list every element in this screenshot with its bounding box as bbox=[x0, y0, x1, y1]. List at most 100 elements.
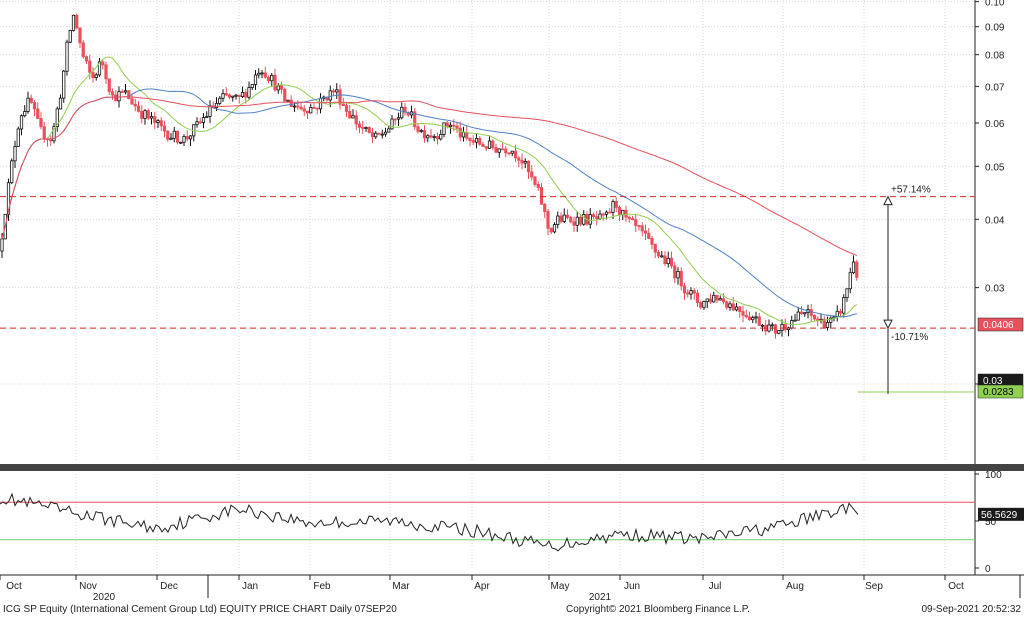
candle-down bbox=[484, 146, 488, 149]
candle-down bbox=[344, 105, 349, 112]
candle-down bbox=[695, 292, 700, 304]
candle-down bbox=[481, 143, 485, 147]
candle-down bbox=[315, 107, 319, 110]
candle-up bbox=[374, 132, 378, 138]
candle-down bbox=[299, 106, 303, 110]
candle-up bbox=[23, 111, 27, 117]
month-label: May bbox=[551, 581, 570, 592]
candle-up bbox=[390, 118, 394, 130]
candle-down bbox=[266, 76, 271, 82]
candle-down bbox=[422, 130, 427, 139]
candle-down bbox=[435, 136, 440, 140]
candle-down bbox=[146, 110, 150, 119]
candle-up bbox=[660, 255, 664, 258]
candle-up bbox=[172, 130, 176, 139]
candle-down bbox=[104, 64, 108, 80]
month-label: Feb bbox=[313, 581, 331, 592]
rsi-tick-label: 100 bbox=[985, 470, 1002, 481]
candle-up bbox=[803, 312, 807, 315]
candle-up bbox=[666, 257, 670, 265]
candle-down bbox=[455, 125, 459, 129]
candle-down bbox=[361, 126, 365, 129]
candle-up bbox=[270, 74, 274, 82]
candle-down bbox=[198, 121, 202, 124]
candle-down bbox=[370, 132, 375, 138]
candle-up bbox=[767, 324, 771, 332]
candle-down bbox=[855, 261, 859, 278]
month-label: Dec bbox=[160, 581, 178, 592]
candle-down bbox=[731, 303, 735, 311]
candle-up bbox=[426, 135, 430, 139]
candle-up bbox=[829, 317, 833, 323]
candle-down bbox=[643, 230, 648, 234]
candle-down bbox=[120, 91, 124, 93]
candle-down bbox=[75, 14, 79, 29]
candle-down bbox=[312, 107, 316, 109]
candle-down bbox=[140, 111, 144, 119]
candle-up bbox=[751, 317, 755, 321]
candle-up bbox=[257, 72, 261, 76]
candle-down bbox=[305, 110, 310, 114]
candle-up bbox=[848, 272, 852, 290]
candle-up bbox=[760, 324, 765, 327]
month-label: Oct bbox=[948, 581, 964, 592]
candle-up bbox=[383, 131, 388, 135]
candle-up bbox=[250, 84, 254, 88]
candle-down bbox=[341, 103, 345, 106]
month-label: Jan bbox=[242, 581, 258, 592]
candle-down bbox=[741, 311, 745, 316]
candle-down bbox=[578, 216, 583, 225]
panel-separator bbox=[0, 464, 1024, 471]
rsi-tick-label: 50 bbox=[985, 517, 997, 528]
price-tick-label: 0.07 bbox=[985, 82, 1005, 93]
candle-down bbox=[88, 60, 92, 73]
candle-up bbox=[318, 97, 323, 110]
candle-up bbox=[309, 107, 313, 114]
candle-down bbox=[572, 221, 576, 226]
candle-down bbox=[692, 290, 696, 294]
candle-down bbox=[744, 314, 748, 318]
candle-up bbox=[510, 150, 514, 154]
upside-annotation-label: +57.14% bbox=[891, 185, 931, 196]
price-tag-label: 0.0283 bbox=[983, 387, 1014, 398]
candle-down bbox=[526, 160, 531, 173]
candle-down bbox=[289, 99, 293, 107]
candle-down bbox=[175, 130, 180, 143]
candle-up bbox=[364, 127, 368, 129]
chart-background bbox=[0, 0, 1024, 600]
candle-down bbox=[133, 103, 137, 107]
footer-title: ICG SP Equity (International Cement Grou… bbox=[3, 604, 397, 615]
month-label: Apr bbox=[474, 581, 490, 592]
candle-up bbox=[604, 211, 609, 215]
candle-down bbox=[653, 243, 657, 253]
candle-up bbox=[754, 316, 758, 319]
rsi-line bbox=[0, 492, 859, 552]
candle-up bbox=[94, 74, 98, 78]
candle-down bbox=[263, 72, 267, 78]
price-gridlines: 0.100.090.080.070.060.050.040.030.02 bbox=[0, 0, 1005, 568]
candle-down bbox=[114, 94, 118, 102]
candle-up bbox=[71, 14, 76, 31]
candle-up bbox=[52, 126, 56, 142]
candle-up bbox=[396, 117, 401, 120]
candle-down bbox=[773, 324, 778, 334]
price-tag: 0.0283 bbox=[977, 384, 1024, 399]
candle-up bbox=[380, 133, 384, 136]
rsi-tick-label: 0 bbox=[985, 564, 991, 575]
candle-down bbox=[458, 127, 462, 138]
candle-down bbox=[669, 257, 674, 267]
candle-down bbox=[224, 93, 228, 96]
candle-down bbox=[296, 105, 300, 108]
candle-up bbox=[195, 121, 199, 126]
candle-down bbox=[413, 111, 417, 128]
candle-down bbox=[549, 227, 553, 233]
candle-up bbox=[65, 41, 69, 72]
candle-up bbox=[387, 128, 391, 133]
candle-down bbox=[617, 206, 622, 215]
candle-up bbox=[169, 137, 173, 140]
year-label: 2021 bbox=[589, 592, 612, 600]
price-tick-label: 0.05 bbox=[985, 162, 1005, 173]
candle-up bbox=[62, 70, 66, 99]
month-label: Jun bbox=[624, 581, 640, 592]
candle-down bbox=[452, 124, 456, 127]
